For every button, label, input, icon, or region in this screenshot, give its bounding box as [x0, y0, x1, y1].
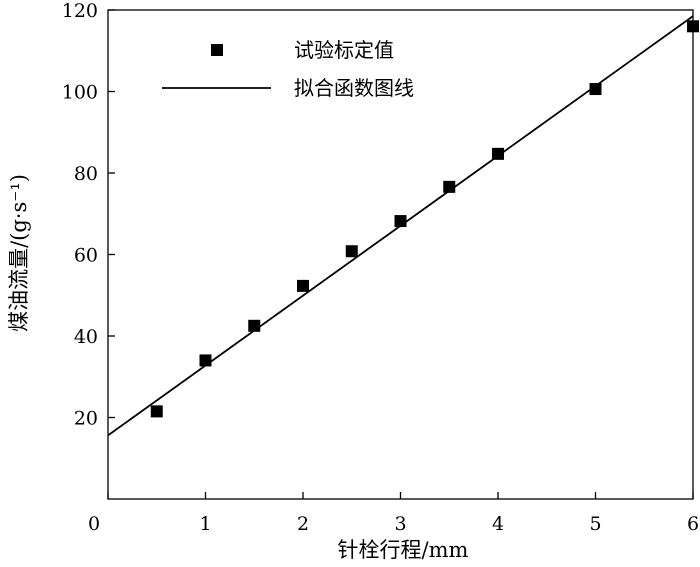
x-tick-label: 4	[492, 513, 504, 535]
y-tick-label: 120	[62, 0, 98, 22]
data-point	[443, 180, 456, 193]
data-point	[345, 245, 358, 258]
legend-label: 试验标定值	[294, 38, 394, 62]
data-point	[687, 20, 699, 33]
data-point	[150, 405, 163, 418]
y-tick-label: 20	[74, 408, 98, 430]
fit-line	[107, 15, 694, 437]
series-layer	[107, 15, 699, 437]
x-tick-label: 2	[297, 513, 309, 535]
x-axis: 0 1 2 3 4 5 6	[88, 492, 699, 535]
y-tick-label: 100	[62, 82, 98, 104]
y-axis: 20 40 60 80 100 120	[62, 0, 115, 430]
data-point	[492, 147, 504, 160]
legend-label: 拟合函数图线	[294, 76, 414, 100]
x-tick-label: 3	[394, 513, 406, 535]
legend-marker-swatch	[211, 44, 223, 56]
y-tick-label: 40	[74, 326, 98, 348]
x-tick-label: 0	[88, 513, 100, 535]
y-axis-title: 煤油流量/(g·s⁻¹)	[7, 174, 31, 332]
x-tick-label: 1	[199, 513, 211, 535]
data-point	[297, 279, 309, 292]
y-tick-label: 80	[74, 163, 98, 185]
data-point	[589, 83, 602, 96]
x-tick-label: 6	[687, 513, 699, 535]
x-tick-label: 5	[589, 513, 601, 535]
y-tick-label: 60	[74, 245, 98, 267]
x-axis-title: 针栓行程/mm	[338, 538, 469, 562]
